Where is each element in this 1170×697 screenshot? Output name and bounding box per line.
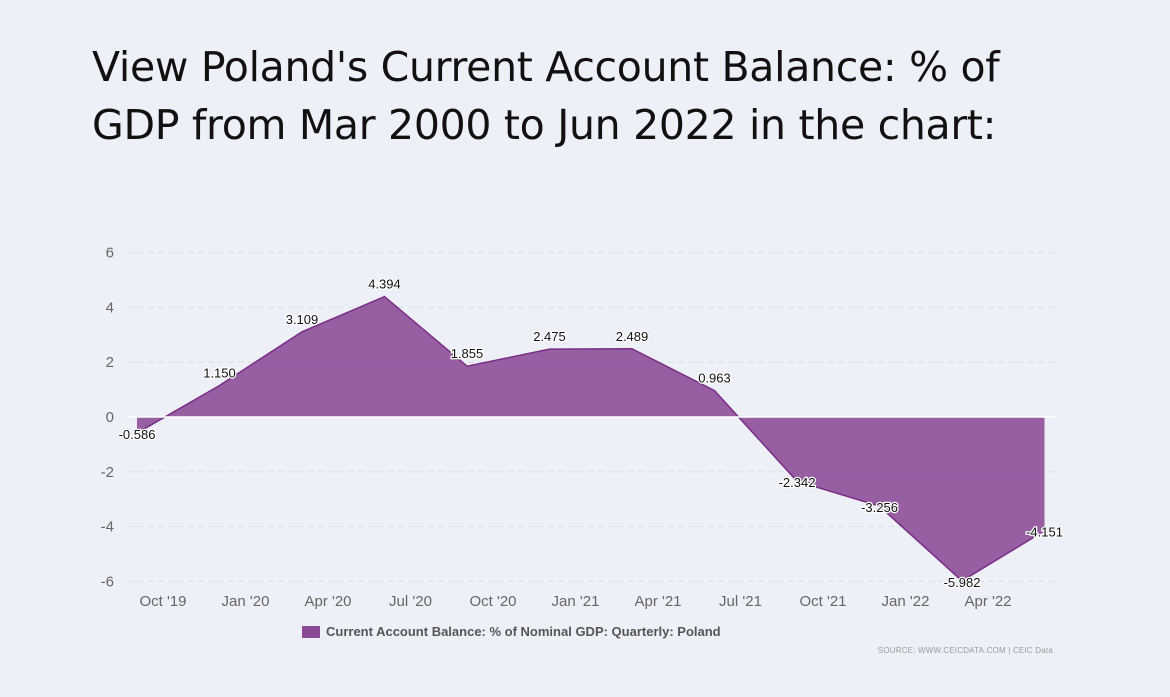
x-tick-label: Apr '20 — [304, 593, 351, 610]
y-tick-label: -6 — [101, 573, 114, 590]
data-label: -4.151 — [1026, 525, 1063, 540]
y-tick-label: 2 — [106, 354, 114, 371]
data-label: 1.150 — [203, 365, 236, 380]
x-tick-label: Jan '20 — [222, 593, 270, 610]
y-tick-label: -2 — [101, 464, 114, 481]
data-label: 2.475 — [533, 329, 566, 344]
data-label: 2.489 — [616, 329, 649, 344]
x-tick-label: Jan '22 — [882, 593, 930, 610]
data-label: 0.963 — [698, 371, 731, 386]
x-tick-label: Oct '19 — [139, 593, 186, 610]
data-label: 3.109 — [286, 312, 319, 327]
legend-label: Current Account Balance: % of Nominal GD… — [326, 624, 721, 639]
source-credit: SOURCE: WWW.CEICDATA.COM | CEIC Data — [877, 646, 1053, 655]
data-label: -2.342 — [779, 475, 816, 490]
data-label: -0.586 — [119, 427, 156, 442]
x-tick-label: Oct '21 — [799, 593, 846, 610]
x-tick-label: Oct '20 — [469, 593, 516, 610]
x-tick-label: Jul '21 — [719, 593, 762, 610]
series-line — [136, 295, 1045, 582]
x-tick-label: Jul '20 — [389, 593, 432, 610]
chart-legend[interactable]: Current Account Balance: % of Nominal GD… — [302, 624, 721, 639]
legend-swatch — [302, 625, 320, 638]
x-tick-label: Apr '21 — [634, 593, 681, 610]
y-tick-label: 6 — [106, 245, 114, 262]
y-tick-label: -4 — [101, 519, 114, 536]
y-tick-label: 4 — [106, 299, 114, 316]
data-label: -3.256 — [861, 500, 898, 515]
data-label: 1.855 — [451, 346, 484, 361]
y-tick-label: 0 — [106, 409, 114, 426]
x-tick-label: Apr '22 — [964, 593, 1011, 610]
data-label: -5.982 — [944, 575, 981, 590]
area-fill — [137, 296, 1045, 581]
x-tick-label: Jan '21 — [552, 593, 600, 610]
data-label: 4.394 — [368, 277, 401, 292]
page-heading: View Poland's Current Account Balance: %… — [92, 43, 1000, 149]
